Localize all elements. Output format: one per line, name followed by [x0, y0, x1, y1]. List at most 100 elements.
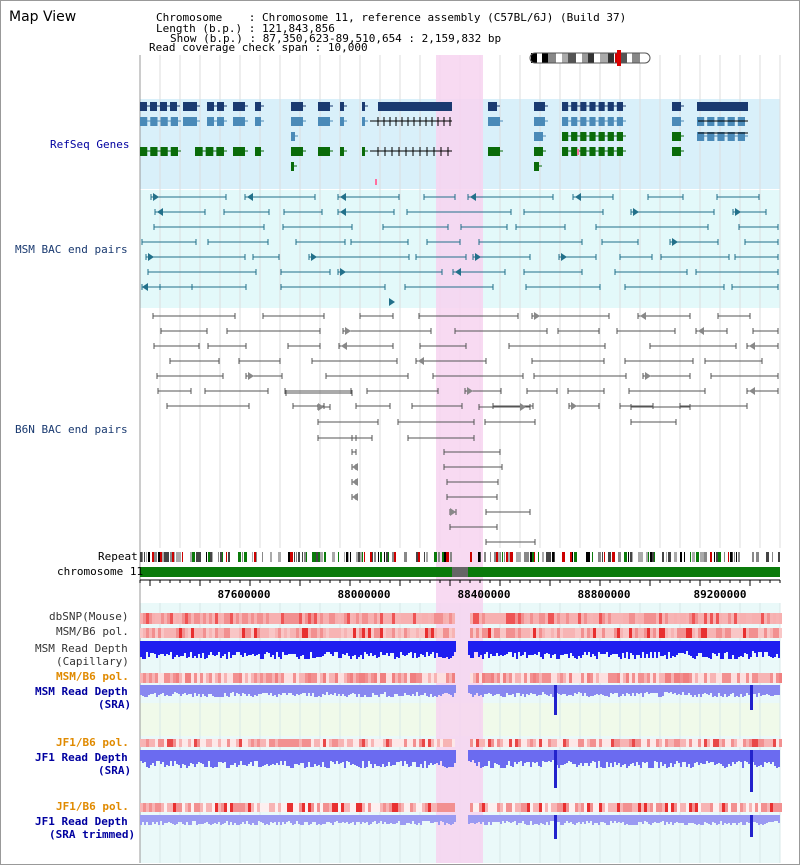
msm-pol-cell [245, 628, 248, 638]
msm-depth-cap-bar [602, 641, 604, 654]
jf1-pol1-cell [329, 739, 332, 747]
msm-depth-cap-bar [734, 641, 736, 659]
msm-pol2-cell [497, 673, 500, 683]
jf1-depth-trim-bar [722, 815, 724, 825]
jf1-depth-trim-bar [180, 815, 182, 822]
jf1-depth-trim-bar [446, 815, 448, 823]
repeat-element [604, 552, 605, 562]
msm-pol2-cell [221, 673, 224, 683]
msm-depth-cap-bar [276, 641, 278, 652]
bac-end-marker [340, 193, 346, 201]
jf1-pol1-cell [608, 739, 611, 747]
jf1-pol1-cell [656, 739, 659, 747]
repeat-element [646, 552, 649, 562]
jf1-pol2-cell [392, 803, 395, 812]
repeat-element [424, 552, 425, 562]
dbsnp-cell [725, 613, 728, 624]
msm-depth-sra-bar [566, 685, 568, 696]
msm-depth-sra-bar [590, 685, 592, 696]
jf1-depth-sra-bar [350, 750, 352, 765]
jf1-depth-trim-bar [498, 815, 500, 822]
dbsnp-cell [446, 613, 449, 624]
jf1-depth-trim-bar [624, 815, 626, 825]
msm-depth-cap-bar [516, 641, 518, 659]
jf1-depth-sra-bar [308, 750, 310, 762]
jf1-depth-sra-bar [150, 750, 152, 765]
jf1-depth-sra-bar [572, 750, 574, 764]
repeat-element [640, 552, 643, 562]
msm-depth-sra-bar [350, 685, 352, 694]
jf1-pol1-cell [590, 739, 593, 747]
dbsnp-cell [632, 613, 635, 624]
jf1-depth-trim-bar [214, 815, 216, 823]
msm-depth-cap-bar [220, 641, 222, 658]
msm-pol-cell [326, 628, 329, 638]
msm-pol-cell [671, 628, 674, 638]
msm-pol2-cell [755, 673, 758, 683]
msm-depth-cap-bar [366, 641, 368, 654]
msm-depth-cap-bar [448, 641, 450, 659]
refseq-genes-label[interactable]: RefSeq Genes [50, 138, 130, 151]
repeat-element [190, 552, 192, 562]
gene-exon [727, 132, 735, 141]
msm-pol-cell [701, 628, 704, 638]
b6n-bac-label[interactable]: B6N BAC end pairs [15, 423, 128, 436]
msm-pol2-cell [434, 673, 437, 683]
dbsnp-cell [251, 613, 254, 624]
jf1-depth-trim-bar [530, 815, 532, 821]
jf1-depth-sra-bar [710, 750, 712, 762]
jf1-depth-trim-bar [468, 815, 470, 824]
span-info: Read coverage check span : 10,000 [149, 41, 368, 54]
msm-depth-cap-label: MSM Read Depth [35, 642, 128, 655]
jf1-depth-trim-bar [536, 815, 538, 824]
msm-depth-cap-bar [584, 641, 586, 652]
msm-depth-sra-bar [154, 685, 156, 693]
jf1-pol2-cell [656, 803, 659, 812]
msm-pol-cell [773, 628, 776, 638]
jf1-depth-sra-bar [766, 750, 768, 763]
jf1-depth-sra-bar [172, 750, 174, 766]
dbsnp-cell [413, 613, 416, 624]
jf1-depth-sra-bar [358, 750, 360, 767]
dbsnp-cell [374, 613, 377, 624]
msm-pol-cell [740, 628, 743, 638]
jf1-depth-sra-bar [744, 750, 746, 761]
gene-exon [488, 102, 497, 111]
jf1-pol2-cell [341, 803, 344, 812]
msm-depth-sra-bar [316, 685, 318, 697]
msm-pol-cell [296, 628, 299, 638]
dbsnp-cell [227, 613, 230, 624]
msm-depth-sra-bar [600, 685, 602, 694]
repeat-element [144, 552, 145, 562]
msm-depth-cap-bar [748, 641, 750, 659]
msm-depth-sra-bar [260, 685, 262, 694]
msm-depth-sra-bar [312, 685, 314, 693]
jf1-pol2-cell [407, 803, 410, 812]
repeat-element [222, 552, 223, 562]
msm-depth-sra-bar [214, 685, 216, 697]
dbsnp-cell [170, 613, 173, 624]
jf1-depth-trim-bar [510, 815, 512, 823]
msm-pol-cell [365, 628, 368, 638]
dbsnp-cell [395, 613, 398, 624]
jf1-depth-sra-bar [684, 750, 686, 762]
jf1-depth-trim-bar [656, 815, 658, 823]
gene-exon [160, 117, 168, 126]
msm-depth-sra-bar [230, 685, 232, 693]
repeat-element [416, 552, 419, 562]
jf1-pol1-cell [350, 739, 353, 747]
msm-bac-label[interactable]: MSM BAC end pairs [15, 243, 128, 256]
msm-depth-cap-bar [244, 641, 246, 653]
msm-depth-sra-bar [670, 685, 672, 692]
msm-depth-cap-bar [242, 641, 244, 657]
bac-end-marker [341, 342, 347, 350]
gene-exon [562, 102, 569, 111]
jf1-depth-trim-bar [524, 815, 526, 824]
jf1-pol2-cell [653, 803, 656, 812]
jf1-depth-sra-bar [630, 750, 632, 764]
msm-depth-sra-bar [468, 685, 470, 693]
msm-depth-sra-bar [236, 685, 238, 693]
jf1-depth-sra-bar [334, 750, 336, 764]
msm-depth-sra-bar [576, 685, 578, 694]
